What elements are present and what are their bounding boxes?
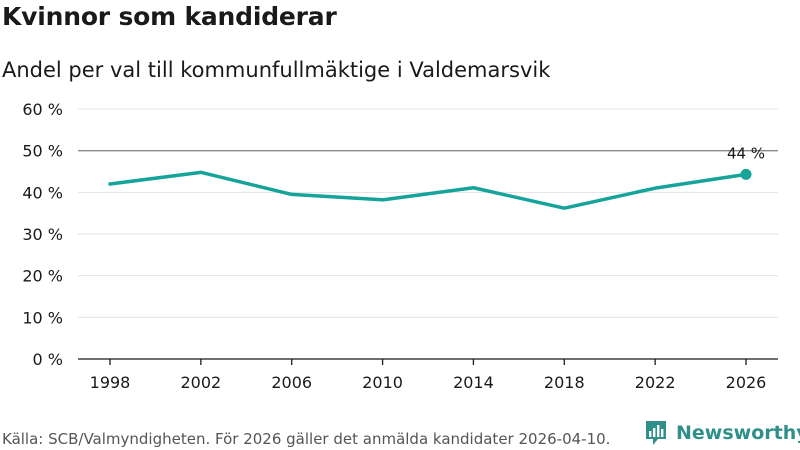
x-tick-label: 2002 — [180, 373, 221, 392]
x-tick-label: 2010 — [362, 373, 403, 392]
y-tick-label: 60 % — [22, 100, 63, 119]
y-tick-label: 10 % — [22, 308, 63, 327]
brand-name: Newsworthy — [676, 422, 800, 444]
y-tick-label: 50 % — [22, 142, 63, 161]
y-tick-label: 40 % — [22, 183, 63, 202]
x-tick-label: 2026 — [726, 373, 767, 392]
chart-subtitle: Andel per val till kommunfullmäktige i V… — [2, 58, 551, 82]
end-value-label: 44 % — [727, 144, 765, 162]
chart-title: Kvinnor som kandiderar — [2, 2, 337, 31]
series-line — [108, 170, 748, 210]
x-tick-label: 2022 — [635, 373, 676, 392]
x-tick-label: 1998 — [90, 373, 131, 392]
y-tick-label: 0 % — [33, 350, 63, 369]
x-tick-label: 2006 — [271, 373, 312, 392]
newsworthy-logo[interactable]: Newsworthy — [644, 418, 800, 448]
x-tick-label: 2018 — [544, 373, 585, 392]
y-tick-label: 20 % — [22, 267, 63, 286]
end-point-marker — [740, 168, 752, 180]
x-tick-label: 2014 — [453, 373, 494, 392]
y-tick-label: 30 % — [22, 225, 63, 244]
newsworthy-bar-chart-icon — [646, 421, 666, 445]
source-note: Källa: SCB/Valmyndigheten. För 2026 gäll… — [2, 430, 611, 448]
